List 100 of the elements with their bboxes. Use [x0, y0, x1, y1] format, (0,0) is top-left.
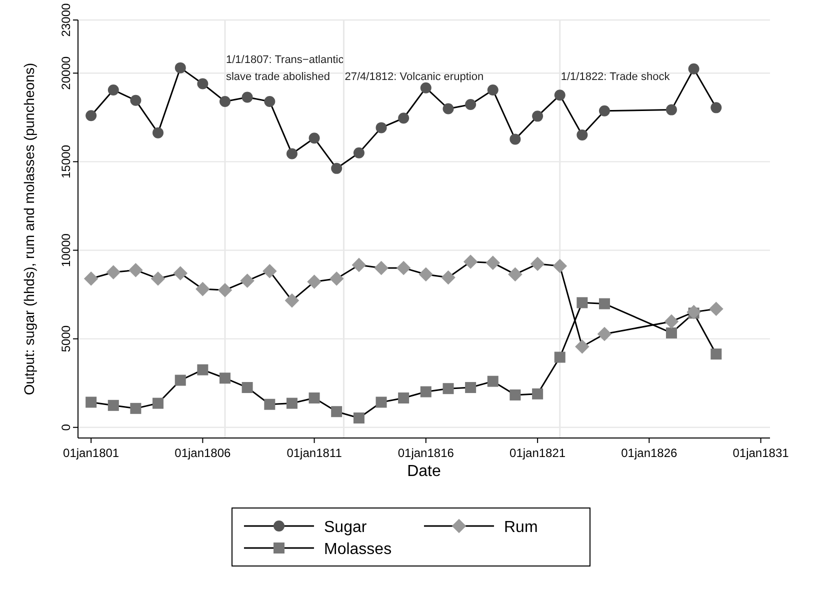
y-tick-label: 10000: [59, 233, 73, 267]
y-tick-label: 23000: [59, 2, 73, 37]
point: [418, 267, 434, 282]
point: [463, 254, 478, 269]
point: [510, 134, 521, 145]
point: [487, 84, 498, 96]
y-tick-label: 15000: [59, 144, 73, 178]
point: [465, 382, 476, 394]
point: [554, 90, 566, 101]
point: [465, 98, 476, 110]
point: [554, 352, 566, 363]
point: [242, 382, 253, 394]
point: [666, 327, 677, 338]
point: [709, 302, 724, 316]
point: [130, 402, 142, 414]
point: [128, 262, 143, 278]
point: [442, 383, 454, 394]
point: [508, 267, 522, 282]
legend-label: Molasses: [324, 541, 392, 558]
point: [710, 348, 722, 360]
point: [286, 398, 298, 409]
point: [218, 282, 232, 298]
point: [86, 110, 97, 122]
point: [442, 103, 454, 114]
y-tick-label: 5000: [59, 325, 73, 352]
point: [152, 398, 164, 409]
point: [307, 274, 322, 289]
point: [487, 376, 498, 387]
point: [552, 258, 568, 274]
point: [664, 314, 679, 329]
point: [150, 271, 166, 286]
point: [264, 398, 276, 410]
point: [597, 326, 612, 342]
point: [173, 266, 188, 280]
point: [84, 271, 98, 286]
point: [197, 364, 208, 376]
point: [532, 110, 544, 122]
point: [396, 260, 411, 276]
y-tick-label: 0: [59, 424, 73, 431]
point: [284, 293, 300, 308]
point: [532, 388, 544, 400]
point: [353, 412, 364, 424]
point: [420, 386, 432, 398]
point: [106, 265, 121, 280]
point: [286, 148, 298, 160]
point: [219, 96, 230, 107]
point: [130, 94, 142, 106]
x-tick-label: 01jan1831: [732, 446, 790, 460]
point: [441, 270, 456, 285]
point: [329, 271, 344, 286]
point: [197, 78, 208, 90]
point: [398, 112, 410, 124]
point: [376, 122, 387, 134]
y-tick-label: 20000: [59, 56, 73, 90]
x-tick-label: 01jan1816: [398, 446, 454, 460]
point: [398, 392, 410, 404]
point: [530, 256, 545, 272]
y-axis-title: Output: sugar (hhds), rum and molasses (puncheons): [21, 62, 37, 396]
point: [242, 92, 253, 103]
point: [219, 372, 230, 384]
ref-line-label: 1/1/1822: Trade shock: [560, 71, 670, 83]
point: [376, 396, 387, 408]
point: [331, 162, 342, 174]
point: [174, 62, 186, 74]
point: [308, 132, 320, 144]
x-tick-label: 01jan1801: [63, 446, 120, 460]
point: [262, 264, 277, 278]
ref-line-label: 27/4/1812: Volcanic eruption: [344, 71, 484, 83]
point: [598, 298, 610, 310]
x-tick-label: 01jan1811: [286, 446, 342, 460]
point: [666, 104, 677, 116]
point: [352, 258, 366, 272]
point: [576, 129, 588, 140]
point: [510, 389, 521, 400]
point: [308, 392, 320, 404]
point: [688, 63, 700, 74]
point: [353, 147, 364, 158]
point: [196, 282, 210, 296]
ref-line-label: 1/1/1807: Trans−atlantic slave trade abolished: [226, 54, 344, 83]
legend-label: Rum: [504, 519, 538, 536]
point: [486, 256, 500, 270]
x-tick-label: 01jan1821: [510, 446, 566, 460]
x-tick-label: 01jan1826: [621, 446, 678, 460]
point: [240, 274, 254, 288]
point: [420, 82, 432, 94]
point: [374, 260, 388, 276]
point: [710, 102, 722, 114]
point: [108, 84, 119, 96]
point: [174, 374, 186, 386]
point: [598, 105, 610, 116]
point: [108, 400, 119, 411]
x-axis-title: Date: [407, 463, 441, 480]
legend-label: Sugar: [324, 519, 368, 536]
point: [152, 127, 164, 138]
point: [86, 396, 97, 408]
point: [686, 304, 701, 320]
point: [575, 339, 590, 354]
point: [576, 297, 588, 308]
point: [264, 96, 276, 107]
point: [331, 406, 342, 418]
